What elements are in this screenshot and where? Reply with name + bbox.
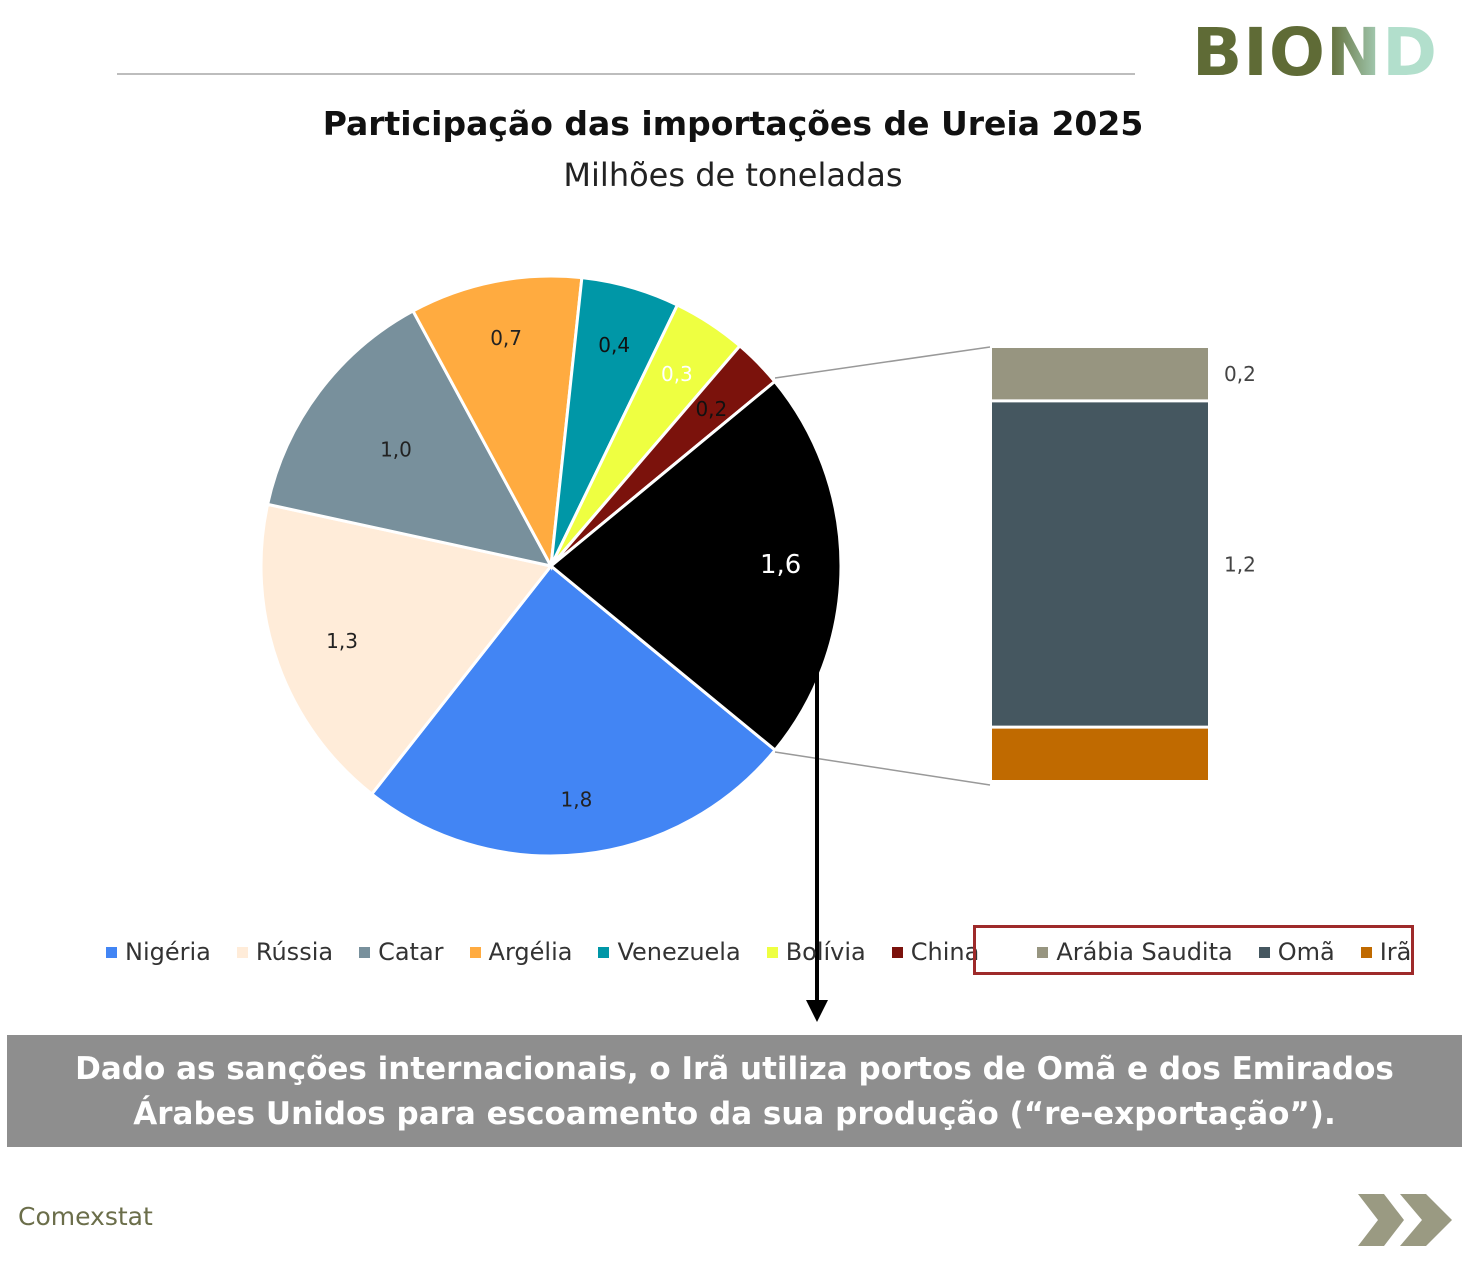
bar-label: 0,2 <box>1224 362 1256 386</box>
legend-swatch <box>1037 946 1049 958</box>
legend-item: Argélia <box>469 938 573 966</box>
pie-label-venezuela: 0,4 <box>598 333 630 357</box>
legend-swatch <box>891 946 903 958</box>
double-chevron-icon <box>1358 1194 1452 1246</box>
legend-label: Rússia <box>255 938 334 966</box>
connector-line <box>774 346 991 379</box>
legend-swatch <box>359 946 371 958</box>
legend-label: China <box>910 938 980 966</box>
legend-label: Irã <box>1379 938 1412 966</box>
bar-segment-arábia-saudita <box>992 348 1208 400</box>
legend-item: Venezuela <box>598 938 741 966</box>
legend-item: Irã <box>1360 938 1412 966</box>
chart-subtitle: Milhões de toneladas <box>563 156 903 194</box>
pie-slice-catar <box>265 308 554 569</box>
pie-slice-argélia <box>410 274 584 571</box>
bar-segment-omã <box>992 402 1208 726</box>
bar-segment-irã <box>992 728 1208 780</box>
legend-label: Bolívia <box>785 938 866 966</box>
legend-swatch <box>106 946 117 958</box>
legend-item: Arábia Saudita <box>1037 938 1233 966</box>
banner-line-1: Dado as sanções internacionais, o Irã ut… <box>75 1051 1394 1087</box>
legend-label: Argélia <box>488 938 573 966</box>
pie-label-rússia: 1,3 <box>326 629 358 653</box>
legend-label: Catar <box>378 938 444 966</box>
legend-item: Rússia <box>236 938 334 966</box>
source-label: Comexstat <box>18 1202 153 1231</box>
legend-swatch <box>236 946 248 958</box>
pie-slice-rússia <box>259 502 554 797</box>
legend-item: Bolívia <box>766 938 866 966</box>
pie-label-bolívia: 0,3 <box>661 362 693 386</box>
note-banner: Dado as sanções internacionais, o Irã ut… <box>7 1035 1462 1147</box>
legend-swatch <box>766 946 778 958</box>
pie-label-argélia: 0,7 <box>490 326 522 350</box>
legend-label: Arábia Saudita <box>1056 938 1233 966</box>
legend-swatch <box>469 946 481 958</box>
connector-line <box>774 751 991 786</box>
pie-label-outros: 1,6 <box>760 550 801 580</box>
pie-label-nigéria: 1,8 <box>561 787 593 811</box>
legend-item: Omã <box>1258 938 1335 966</box>
legend-label: Nigéria <box>125 938 211 966</box>
legend-label: Venezuela <box>617 938 741 966</box>
chart-title: Participação das importações de Ureia 20… <box>322 104 1144 143</box>
legend-swatch <box>1360 946 1372 958</box>
legend-label: Omã <box>1277 938 1335 966</box>
legend-swatch <box>1258 946 1270 958</box>
legend-item: China <box>891 938 980 966</box>
legend-item: Catar <box>359 938 444 966</box>
arrow-head-icon <box>806 1000 828 1022</box>
highlight-box <box>973 925 1414 975</box>
pie-label-china: 0,2 <box>695 397 727 421</box>
pie-label-catar: 1,0 <box>380 437 412 461</box>
chart-legend: Nigéria Rússia Catar Argélia Venezuela Bolívi… <box>106 938 1437 966</box>
bar-label: 1,2 <box>1224 553 1256 577</box>
banner-line-2: Árabes Unidos para escoamento da sua pro… <box>133 1096 1336 1132</box>
biond-logo: BIOND <box>1192 14 1438 91</box>
pie-slice-outros <box>548 379 843 753</box>
legend-swatch <box>598 946 610 958</box>
header-divider <box>117 73 1135 75</box>
pie-slice-nigéria <box>369 563 778 858</box>
legend-item: Nigéria <box>106 938 211 966</box>
